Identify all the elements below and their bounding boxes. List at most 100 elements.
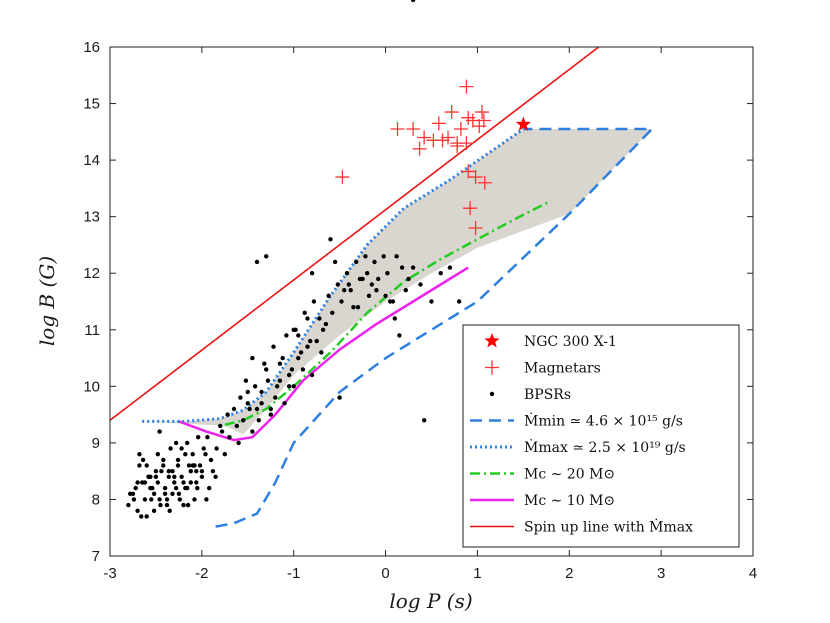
y-tick-label: 12 bbox=[83, 265, 100, 282]
bpsr-point bbox=[158, 502, 163, 508]
bpsr-point bbox=[140, 457, 146, 463]
bpsr-point bbox=[354, 259, 359, 265]
bpsr-point bbox=[344, 271, 350, 276]
bpsr-point bbox=[403, 288, 408, 293]
bpsr-point bbox=[164, 502, 170, 508]
bpsr-point bbox=[365, 271, 370, 276]
bpsr-point bbox=[376, 276, 381, 282]
ngc300-x1-point bbox=[515, 116, 531, 131]
bpsr-point bbox=[264, 367, 269, 372]
bpsr-point bbox=[126, 502, 131, 508]
bpsr-point bbox=[264, 254, 269, 259]
bpsr-point bbox=[168, 446, 173, 451]
bpsr-point bbox=[222, 452, 227, 457]
bpsr-point bbox=[181, 502, 186, 508]
y-tick-label: 16 bbox=[83, 39, 100, 56]
x-tick-label: 1 bbox=[473, 565, 481, 582]
magnetar-point bbox=[412, 141, 427, 156]
bpsr-point bbox=[302, 310, 307, 315]
bpsr-point bbox=[190, 452, 195, 457]
bpsr-point bbox=[148, 474, 153, 479]
bpsr-point bbox=[332, 259, 338, 265]
magnetar-point bbox=[459, 79, 474, 94]
bpsr-point bbox=[254, 406, 260, 412]
series-mdot-min bbox=[215, 127, 655, 528]
bpsr-point bbox=[170, 469, 175, 474]
bpsr-point bbox=[277, 361, 283, 366]
magnetar-point bbox=[406, 122, 421, 137]
bpsr-point bbox=[170, 491, 175, 496]
x-tick-label: 2 bbox=[565, 565, 573, 582]
bpsr-point bbox=[150, 485, 155, 491]
legend-label: Mc ∼ 20 M⊙ bbox=[524, 467, 615, 483]
legend-label: Magnetars bbox=[524, 361, 601, 377]
bpsr-point bbox=[394, 254, 399, 259]
legend-dot-icon bbox=[489, 391, 495, 397]
magnetar-point bbox=[450, 138, 465, 153]
legend-item-spinup: Spin up line with Ṁmax bbox=[470, 518, 693, 536]
bpsr-point bbox=[319, 350, 324, 355]
bpsr-point bbox=[259, 389, 264, 395]
magnetar-point bbox=[444, 105, 459, 120]
bpsr-point bbox=[199, 474, 205, 479]
bpsr-point bbox=[166, 469, 171, 474]
bpsr-point bbox=[366, 293, 372, 298]
legend-item-ngc: NGC 300 X-1 bbox=[484, 333, 617, 350]
bpsr-point bbox=[179, 446, 184, 451]
legend-plus-icon bbox=[485, 360, 499, 375]
bpsr-point bbox=[286, 384, 292, 389]
axes-box bbox=[109, 46, 754, 557]
bpsr-point bbox=[183, 485, 188, 491]
bpsr-point bbox=[194, 480, 199, 485]
bpsr-point bbox=[153, 474, 159, 479]
bpsr-point bbox=[159, 469, 164, 474]
bpsr-point bbox=[213, 474, 218, 479]
bpsr-point bbox=[447, 265, 453, 270]
bpsr-point bbox=[250, 355, 255, 361]
bpsr-point bbox=[137, 463, 142, 468]
bpsr-point bbox=[219, 429, 225, 434]
bpsr-point bbox=[172, 480, 177, 485]
bpsr-point bbox=[256, 418, 261, 423]
bpsr-point bbox=[280, 355, 285, 361]
x-tick-label: -1 bbox=[287, 565, 300, 582]
magnetar-point bbox=[390, 122, 405, 137]
series-mc10 bbox=[178, 266, 469, 442]
bpsr-point bbox=[369, 282, 374, 287]
x-tick-label: 0 bbox=[381, 565, 389, 582]
bpsr-point bbox=[157, 497, 162, 502]
legend-star-icon bbox=[484, 333, 500, 348]
magnetar-point bbox=[463, 201, 478, 216]
bpsr-point bbox=[175, 463, 181, 468]
bpsr-point bbox=[186, 463, 192, 468]
bpsr-point bbox=[164, 497, 170, 502]
bpsr-point bbox=[236, 440, 241, 446]
bpsr-point bbox=[300, 367, 306, 372]
bpsr-point bbox=[245, 401, 250, 406]
bpsr-point bbox=[151, 508, 157, 513]
x-tick-label: 3 bbox=[657, 565, 665, 582]
bpsr-point bbox=[231, 406, 237, 412]
bpsr-point bbox=[133, 485, 138, 491]
magnetar-point bbox=[417, 130, 432, 145]
bpsr-point bbox=[383, 293, 388, 298]
bpsr-point bbox=[348, 288, 353, 293]
bpsr-point bbox=[397, 333, 402, 338]
magnetar-point bbox=[453, 122, 468, 137]
bpsr-point bbox=[355, 305, 361, 310]
bpsr-point bbox=[131, 497, 137, 502]
bpsr-point bbox=[317, 316, 322, 321]
bpsr-point bbox=[252, 384, 258, 389]
bpsr-point bbox=[309, 271, 315, 276]
magnetar-point bbox=[468, 220, 483, 235]
bpsr-point bbox=[188, 469, 193, 474]
y-tick-label: 15 bbox=[83, 96, 100, 113]
bpsr-point bbox=[399, 265, 405, 270]
magnetar-point bbox=[441, 130, 456, 145]
bpsr-point bbox=[305, 344, 310, 349]
bpsr-point bbox=[328, 237, 333, 242]
y-tick-label: 14 bbox=[83, 152, 100, 169]
bpsr-point bbox=[210, 469, 216, 474]
legend-label: NGC 300 X-1 bbox=[524, 334, 617, 350]
series-mdot-max bbox=[142, 127, 525, 423]
